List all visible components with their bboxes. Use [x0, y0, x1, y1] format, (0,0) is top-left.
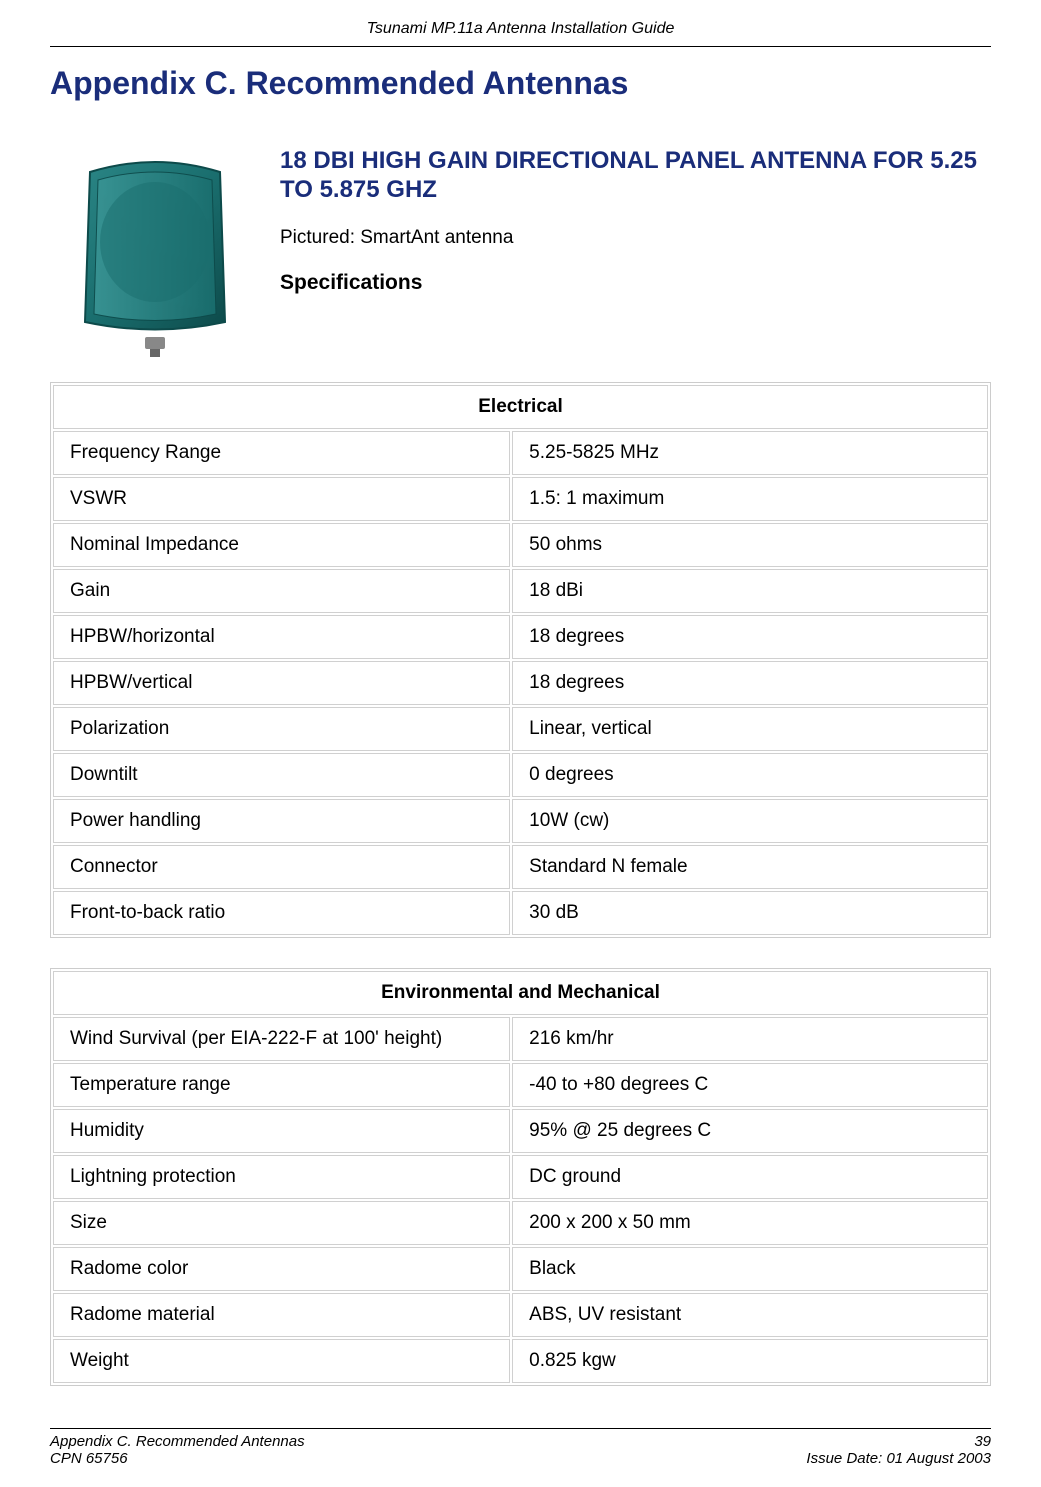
- table-header: Environmental and Mechanical: [53, 971, 988, 1015]
- table-cell: Linear, vertical: [512, 707, 988, 751]
- table-cell: Frequency Range: [53, 431, 510, 475]
- table-row: ConnectorStandard N female: [53, 845, 988, 889]
- table-cell: 95% @ 25 degrees C: [512, 1109, 988, 1153]
- product-text: 18 DBI HIGH GAIN DIRECTIONAL PANEL ANTEN…: [280, 142, 991, 295]
- footer-issue-date: Issue Date: 01 August 2003: [806, 1450, 991, 1467]
- table-cell: Radome color: [53, 1247, 510, 1291]
- table-cell: 216 km/hr: [512, 1017, 988, 1061]
- table-cell: -40 to +80 degrees C: [512, 1063, 988, 1107]
- footer-right: 39 Issue Date: 01 August 2003: [806, 1433, 991, 1467]
- footer-section: Appendix C. Recommended Antennas: [50, 1433, 305, 1450]
- table-cell: Lightning protection: [53, 1155, 510, 1199]
- table-header: Electrical: [53, 385, 988, 429]
- table-row: Downtilt0 degrees: [53, 753, 988, 797]
- table-row: Front-to-back ratio30 dB: [53, 891, 988, 935]
- table-cell: Polarization: [53, 707, 510, 751]
- footer-cpn: CPN 65756: [50, 1450, 305, 1467]
- table-cell: Gain: [53, 569, 510, 613]
- product-section: 18 DBI HIGH GAIN DIRECTIONAL PANEL ANTEN…: [50, 142, 991, 362]
- table-row: HPBW/horizontal18 degrees: [53, 615, 988, 659]
- table-cell: Nominal Impedance: [53, 523, 510, 567]
- table-cell: 1.5: 1 maximum: [512, 477, 988, 521]
- table-cell: 18 dBi: [512, 569, 988, 613]
- table-cell: 18 degrees: [512, 661, 988, 705]
- footer-left: Appendix C. Recommended Antennas CPN 657…: [50, 1433, 305, 1467]
- table-cell: 10W (cw): [512, 799, 988, 843]
- table-row: Humidity95% @ 25 degrees C: [53, 1109, 988, 1153]
- table-cell: Power handling: [53, 799, 510, 843]
- table-cell: DC ground: [512, 1155, 988, 1199]
- table-row: Frequency Range5.25-5825 MHz: [53, 431, 988, 475]
- table-cell: Humidity: [53, 1109, 510, 1153]
- table-cell: 0.825 kgw: [512, 1339, 988, 1383]
- footer-content: Appendix C. Recommended Antennas CPN 657…: [50, 1433, 991, 1467]
- table-row: Lightning protectionDC ground: [53, 1155, 988, 1199]
- table-row: HPBW/vertical18 degrees: [53, 661, 988, 705]
- table-cell: 5.25-5825 MHz: [512, 431, 988, 475]
- envmech-spec-table: Environmental and Mechanical Wind Surviv…: [50, 968, 991, 1386]
- table-row: Power handling10W (cw): [53, 799, 988, 843]
- table-row: PolarizationLinear, vertical: [53, 707, 988, 751]
- table-cell: Connector: [53, 845, 510, 889]
- antenna-icon: [50, 142, 260, 362]
- table-row: Radome colorBlack: [53, 1247, 988, 1291]
- table-cell: HPBW/horizontal: [53, 615, 510, 659]
- product-title: 18 DBI HIGH GAIN DIRECTIONAL PANEL ANTEN…: [280, 147, 991, 205]
- table-row: Temperature range-40 to +80 degrees C: [53, 1063, 988, 1107]
- footer-rule: [50, 1428, 991, 1429]
- header-rule: [50, 46, 991, 47]
- table-cell: Black: [512, 1247, 988, 1291]
- table-cell: Standard N female: [512, 845, 988, 889]
- specs-heading: Specifications: [280, 271, 991, 295]
- table-cell: Size: [53, 1201, 510, 1245]
- antenna-image: [50, 142, 260, 362]
- table-cell: ABS, UV resistant: [512, 1293, 988, 1337]
- page-header: Tsunami MP.11a Antenna Installation Guid…: [50, 20, 991, 38]
- table-cell: Downtilt: [53, 753, 510, 797]
- table-row: Size200 x 200 x 50 mm: [53, 1201, 988, 1245]
- table-cell: HPBW/vertical: [53, 661, 510, 705]
- table-cell: 30 dB: [512, 891, 988, 935]
- table-cell: Front-to-back ratio: [53, 891, 510, 935]
- table-cell: 0 degrees: [512, 753, 988, 797]
- table-row: Weight0.825 kgw: [53, 1339, 988, 1383]
- page-footer: Appendix C. Recommended Antennas CPN 657…: [50, 1428, 991, 1467]
- table-row: Wind Survival (per EIA-222-F at 100' hei…: [53, 1017, 988, 1061]
- table-cell: 200 x 200 x 50 mm: [512, 1201, 988, 1245]
- table-cell: Temperature range: [53, 1063, 510, 1107]
- table-row: Radome materialABS, UV resistant: [53, 1293, 988, 1337]
- table-row: Nominal Impedance50 ohms: [53, 523, 988, 567]
- table-cell: 50 ohms: [512, 523, 988, 567]
- appendix-title: Appendix C. Recommended Antennas: [50, 65, 991, 102]
- table-cell: Wind Survival (per EIA-222-F at 100' hei…: [53, 1017, 510, 1061]
- table-row: VSWR1.5: 1 maximum: [53, 477, 988, 521]
- table-cell: VSWR: [53, 477, 510, 521]
- table-cell: Weight: [53, 1339, 510, 1383]
- table-cell: Radome material: [53, 1293, 510, 1337]
- table-cell: 18 degrees: [512, 615, 988, 659]
- electrical-spec-table: Electrical Frequency Range5.25-5825 MHzV…: [50, 382, 991, 938]
- pictured-caption: Pictured: SmartAnt antenna: [280, 227, 991, 249]
- table-row: Gain18 dBi: [53, 569, 988, 613]
- footer-page: 39: [974, 1433, 991, 1450]
